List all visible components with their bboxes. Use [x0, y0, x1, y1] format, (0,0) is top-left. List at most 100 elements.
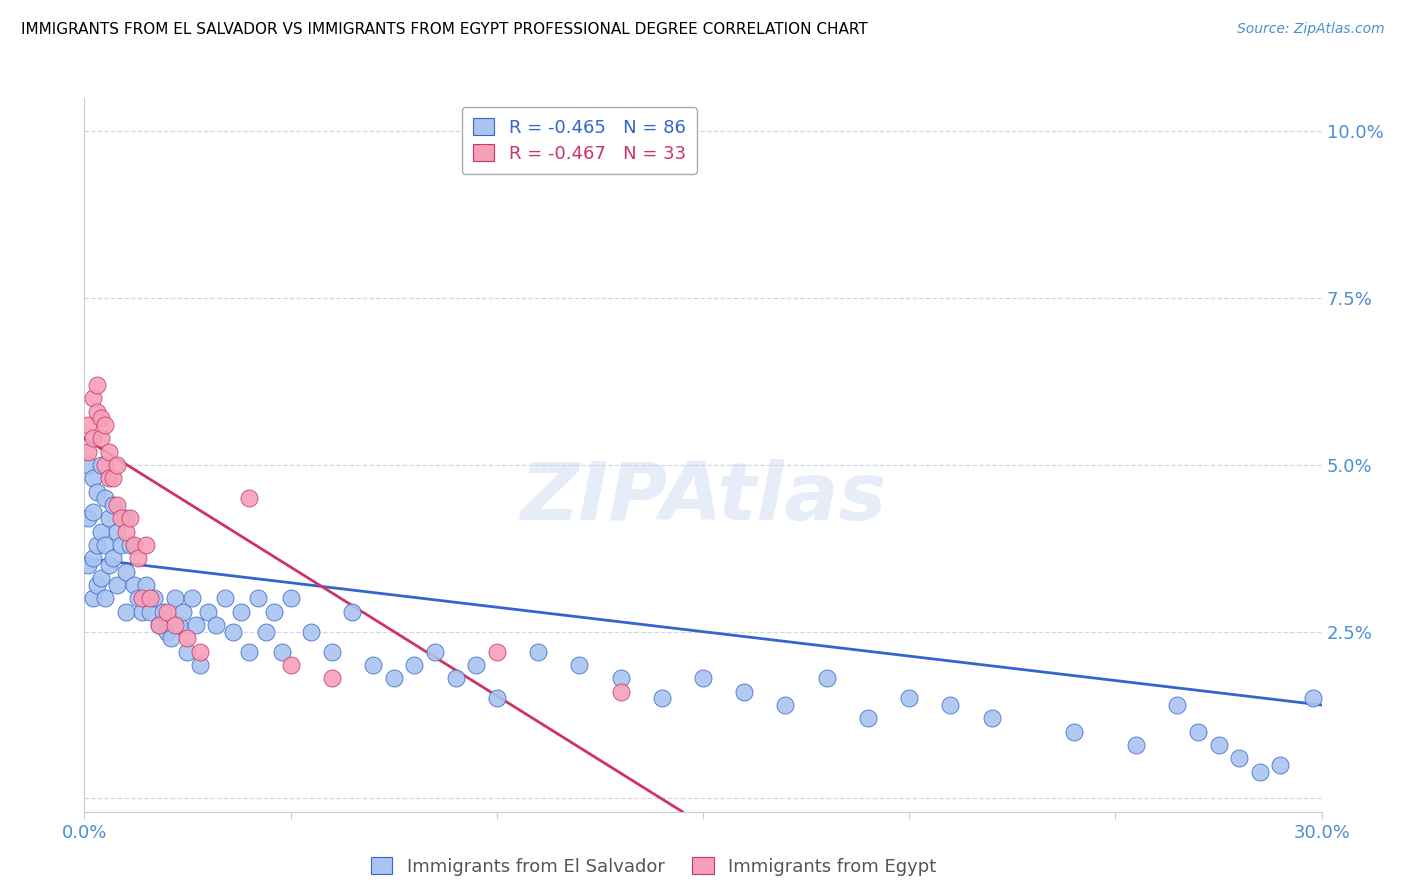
Point	[127, 591, 149, 606]
Point	[98, 444, 121, 458]
Point	[94, 458, 117, 472]
Point	[939, 698, 962, 712]
Point	[651, 691, 673, 706]
Point	[238, 645, 260, 659]
Point	[342, 605, 364, 619]
Point	[114, 524, 136, 539]
Text: IMMIGRANTS FROM EL SALVADOR VS IMMIGRANTS FROM EGYPT PROFESSIONAL DEGREE CORRELA: IMMIGRANTS FROM EL SALVADOR VS IMMIGRANT…	[21, 22, 868, 37]
Point	[82, 471, 104, 485]
Point	[609, 671, 631, 685]
Point	[105, 524, 128, 539]
Point	[197, 605, 219, 619]
Point	[898, 691, 921, 706]
Point	[1187, 724, 1209, 739]
Point	[271, 645, 294, 659]
Point	[110, 538, 132, 552]
Point	[139, 591, 162, 606]
Point	[148, 618, 170, 632]
Point	[229, 605, 252, 619]
Point	[114, 605, 136, 619]
Point	[131, 591, 153, 606]
Point	[733, 684, 755, 698]
Point	[110, 511, 132, 525]
Point	[568, 658, 591, 673]
Point	[1208, 738, 1230, 752]
Point	[86, 484, 108, 499]
Point	[222, 624, 245, 639]
Point	[94, 491, 117, 506]
Point	[77, 444, 100, 458]
Point	[86, 404, 108, 418]
Point	[321, 645, 343, 659]
Point	[382, 671, 405, 685]
Point	[114, 511, 136, 525]
Point	[135, 538, 157, 552]
Point	[90, 571, 112, 585]
Point	[1063, 724, 1085, 739]
Point	[82, 551, 104, 566]
Point	[165, 591, 187, 606]
Legend: Immigrants from El Salvador, Immigrants from Egypt: Immigrants from El Salvador, Immigrants …	[361, 848, 945, 885]
Point	[176, 645, 198, 659]
Point	[176, 632, 198, 646]
Point	[1302, 691, 1324, 706]
Point	[361, 658, 384, 673]
Point	[103, 498, 125, 512]
Point	[118, 538, 141, 552]
Point	[165, 618, 187, 632]
Point	[122, 538, 145, 552]
Point	[527, 645, 550, 659]
Point	[82, 391, 104, 405]
Point	[188, 658, 211, 673]
Point	[485, 645, 508, 659]
Point	[280, 591, 302, 606]
Point	[465, 658, 488, 673]
Point	[156, 624, 179, 639]
Point	[114, 565, 136, 579]
Point	[105, 458, 128, 472]
Point	[143, 591, 166, 606]
Point	[82, 591, 104, 606]
Point	[180, 591, 202, 606]
Point	[90, 411, 112, 425]
Point	[423, 645, 446, 659]
Point	[118, 511, 141, 525]
Point	[246, 591, 269, 606]
Point	[105, 578, 128, 592]
Point	[1125, 738, 1147, 752]
Point	[160, 632, 183, 646]
Point	[692, 671, 714, 685]
Point	[90, 524, 112, 539]
Point	[775, 698, 797, 712]
Point	[238, 491, 260, 506]
Text: ZIPAtlas: ZIPAtlas	[520, 458, 886, 537]
Point	[856, 711, 879, 725]
Point	[1249, 764, 1271, 779]
Point	[98, 511, 121, 525]
Point	[263, 605, 285, 619]
Point	[77, 558, 100, 572]
Point	[167, 618, 190, 632]
Text: Source: ZipAtlas.com: Source: ZipAtlas.com	[1237, 22, 1385, 37]
Point	[148, 618, 170, 632]
Point	[82, 505, 104, 519]
Point	[86, 377, 108, 392]
Point	[1227, 751, 1250, 765]
Point	[77, 458, 100, 472]
Point	[139, 605, 162, 619]
Point	[90, 431, 112, 445]
Point	[94, 591, 117, 606]
Point	[485, 691, 508, 706]
Point	[82, 431, 104, 445]
Point	[152, 605, 174, 619]
Point	[609, 684, 631, 698]
Point	[214, 591, 236, 606]
Point	[444, 671, 467, 685]
Point	[254, 624, 277, 639]
Point	[156, 605, 179, 619]
Point	[98, 471, 121, 485]
Point	[1166, 698, 1188, 712]
Point	[404, 658, 426, 673]
Point	[103, 471, 125, 485]
Point	[188, 645, 211, 659]
